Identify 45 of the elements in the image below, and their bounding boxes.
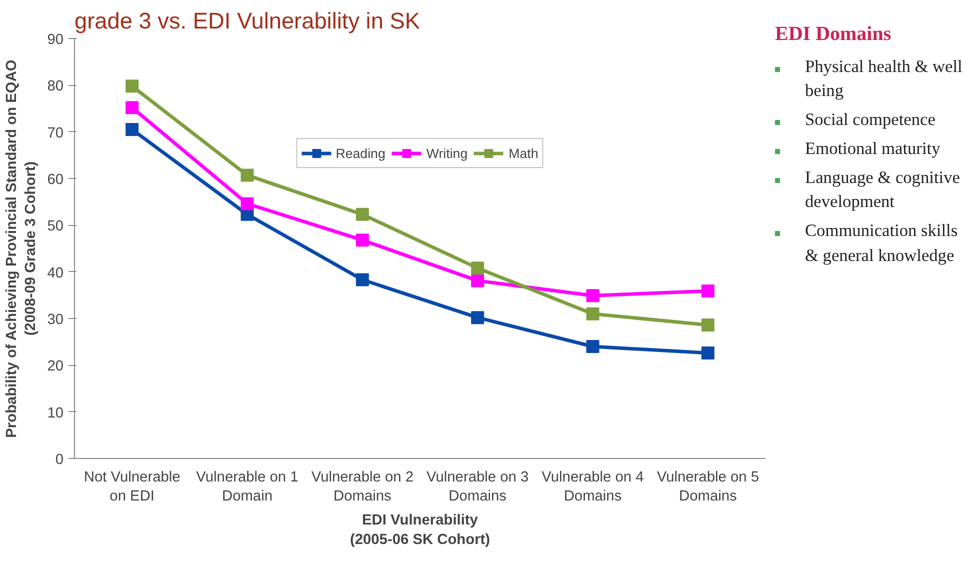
y-tick-label: 0 — [55, 452, 64, 468]
text: Social competence — [805, 109, 936, 132]
x-tick-label: Not Vulnerable on EDI — [84, 470, 180, 505]
x-tick-label: Vulnerable on 2 Domains — [311, 470, 414, 505]
point — [356, 273, 369, 286]
point — [126, 80, 139, 93]
y-tick-label: 10 — [47, 405, 64, 422]
point — [471, 274, 484, 288]
point — [701, 284, 714, 298]
x-axis-title: EDI Vulnerability (2005-06 SK Cohort) — [350, 512, 490, 548]
point — [240, 168, 254, 182]
y-tick-label: 50 — [47, 218, 64, 235]
y-axis-title: Probability of Achieving Provincial Standard on EQAO (2008-09 Grade 3 Cohort) — [4, 60, 40, 438]
point — [126, 123, 139, 136]
point — [586, 340, 600, 353]
x-tick-label: Vulnerable on 4 Domains — [542, 470, 644, 505]
point — [240, 197, 254, 210]
text: Communication skills & general knowledge — [805, 220, 959, 267]
y-tick-label: 90 — [47, 32, 64, 48]
x-tick-label: Vulnerable on 3 Domains — [426, 470, 529, 505]
point — [701, 318, 714, 332]
text: Emotional maturity — [805, 138, 940, 160]
y-tick-label: 20 — [47, 358, 64, 375]
point — [471, 262, 484, 275]
x-tick-label: Vulnerable on 1 Domain — [196, 470, 298, 505]
y-tick-label: 60 — [47, 172, 64, 188]
y-tick-label: 40 — [47, 265, 64, 282]
point — [356, 208, 369, 221]
legend-label: Math — [508, 146, 538, 160]
x-tick-label: Vulnerable on 5 Domains — [656, 470, 759, 505]
y-tick-label: 70 — [47, 125, 64, 142]
y-tick-label: 80 — [47, 78, 64, 95]
y-tick-label: 30 — [47, 312, 64, 328]
text: Language & cognitive development — [805, 166, 961, 214]
legend-label: Reading — [336, 146, 386, 160]
legend-label: Writing — [426, 146, 468, 160]
point — [701, 346, 714, 360]
point — [471, 311, 484, 324]
point — [356, 234, 369, 247]
chart-title: grade 3 vs. EDI Vulnerability in SK — [74, 8, 420, 34]
point — [586, 289, 600, 302]
text: EDI Domains — [775, 22, 892, 47]
point — [126, 101, 139, 114]
point — [586, 307, 600, 320]
text: Physical health & well being — [805, 56, 964, 102]
